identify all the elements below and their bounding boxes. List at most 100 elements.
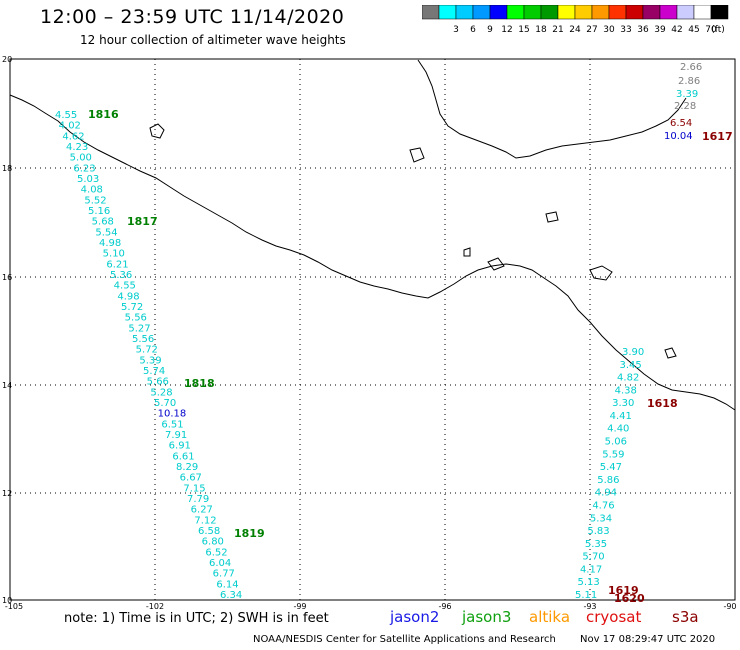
wave-height-value: 3.45 (620, 360, 642, 371)
wave-height-value: 6.91 (169, 441, 191, 452)
pass-label: 1620 (614, 592, 645, 605)
legend-label: 27 (586, 25, 597, 35)
wave-height-value: 10.18 (158, 409, 187, 420)
wave-height-value: 5.13 (577, 577, 599, 588)
wave-height-value: 5.47 (600, 462, 622, 473)
wave-height-value: 5.03 (77, 174, 99, 185)
wave-height-value: 5.28 (150, 387, 172, 398)
wave-height-value: 3.39 (676, 89, 698, 100)
wave-height-value: 4.23 (66, 142, 88, 153)
lat-tick-label: 16 (2, 273, 12, 282)
lon-tick-label: -90 (723, 602, 736, 611)
legend-label: 36 (637, 25, 649, 35)
pass-label: 1817 (127, 215, 158, 228)
wave-height-value: 6.52 (205, 547, 227, 558)
island-6 (463, 247, 471, 257)
wave-height-value: 4.55 (55, 110, 77, 121)
wave-height-value: 5.34 (590, 513, 612, 524)
wave-height-value: 5.11 (575, 590, 597, 601)
legend-label: 45 (688, 25, 699, 35)
legend-label: 3 (453, 25, 459, 35)
wave-height-value: 5.83 (587, 526, 609, 537)
legend-label: 30 (603, 25, 615, 35)
legend-label: 9 (487, 25, 493, 35)
island-4 (545, 211, 559, 223)
lat-tick-label: 14 (2, 381, 12, 390)
wave-height-value: 5.52 (84, 195, 106, 206)
legend-label: 42 (671, 25, 682, 35)
lat-tick-label: 12 (2, 489, 12, 498)
wave-height-value: 4.98 (117, 291, 139, 302)
wave-height-value: 7.12 (194, 515, 216, 526)
island-5 (487, 257, 505, 271)
legend-label: 15 (518, 25, 529, 35)
wave-height-value: 4.55 (114, 281, 136, 292)
satellite-cryosat: cryosat (586, 608, 642, 626)
lon-tick-label: -102 (146, 602, 164, 611)
legend-swatch (710, 5, 729, 20)
wave-height-value: 5.72 (136, 345, 158, 356)
wave-height-value: 5.68 (92, 217, 114, 228)
island-3 (589, 265, 613, 281)
wave-height-value: 5.72 (121, 302, 143, 313)
wave-height-value: 6.77 (213, 569, 235, 580)
wave-height-value: 6.51 (161, 419, 183, 430)
wave-height-value: 7.79 (187, 494, 209, 505)
wave-height-value: 5.59 (602, 449, 624, 460)
legend-unit: (ft) (711, 25, 725, 35)
lon-tick-label: -93 (583, 602, 596, 611)
wave-height-value: 6.04 (209, 558, 231, 569)
island-7 (664, 347, 677, 359)
lat-tick-label: 20 (2, 55, 12, 64)
coastline-gulf (417, 59, 687, 159)
pass-label: 1619 (608, 584, 639, 597)
altimeter-tracks: 4.554.024.624.235.006.235.034.085.525.16… (55, 62, 702, 601)
wave-height-value: 5.35 (585, 539, 607, 550)
wave-height-value: 4.82 (617, 373, 639, 384)
satellite-s3a: s3a (672, 608, 699, 626)
page-subtitle: 12 hour collection of altimeter wave hei… (80, 33, 346, 47)
lat-tick-label: 18 (2, 164, 12, 173)
wave-height-value: 4.40 (607, 424, 629, 435)
wave-height-value: 5.00 (70, 153, 92, 164)
wave-height-value: 7.91 (165, 430, 187, 441)
lat-tick-label: 10 (2, 596, 12, 605)
wave-height-value: 5.70 (154, 398, 176, 409)
pass-label: 1617 (702, 130, 733, 143)
wave-height-value: 6.23 (73, 163, 95, 174)
page-title: 12:00 – 23:59 UTC 11/14/2020 (40, 6, 345, 28)
wave-height-value: 8.29 (176, 462, 198, 473)
wave-height-value: 5.66 (147, 377, 169, 388)
wave-height-value: 2.66 (680, 62, 702, 73)
wave-height-value: 6.54 (670, 118, 692, 129)
wave-height-value: 2.28 (674, 101, 696, 112)
legend-label: 18 (535, 25, 547, 35)
wave-height-value: 5.10 (103, 249, 125, 260)
wave-height-value: 4.94 (595, 488, 617, 499)
satellite-jason3: jason3 (462, 608, 512, 626)
graticule (10, 59, 735, 600)
wave-height-value: 6.58 (198, 526, 220, 537)
wave-height-value: 4.62 (62, 131, 84, 142)
wave-height-value: 5.54 (95, 227, 117, 238)
wave-height-value: 4.38 (615, 385, 637, 396)
lon-tick-label: -105 (5, 602, 23, 611)
lon-tick-label: -96 (438, 602, 451, 611)
wave-height-value: 5.86 (597, 475, 619, 486)
legend-label: 70 (705, 25, 717, 35)
wave-height-value: 5.27 (128, 323, 150, 334)
wave-height-value: 5.74 (143, 366, 165, 377)
satellite-jason2: jason2 (390, 608, 440, 626)
wave-height-value: 2.86 (678, 76, 700, 87)
wave-height-value: 10.04 (664, 131, 693, 142)
satellite-altika: altika (529, 608, 571, 626)
wave-height-value: 7.15 (183, 483, 205, 494)
wave-height-value: 5.39 (139, 355, 161, 366)
island-1 (149, 123, 165, 139)
wave-height-value: 5.56 (125, 313, 147, 324)
legend-label: 12 (501, 25, 512, 35)
wave-height-value: 6.67 (180, 473, 202, 484)
